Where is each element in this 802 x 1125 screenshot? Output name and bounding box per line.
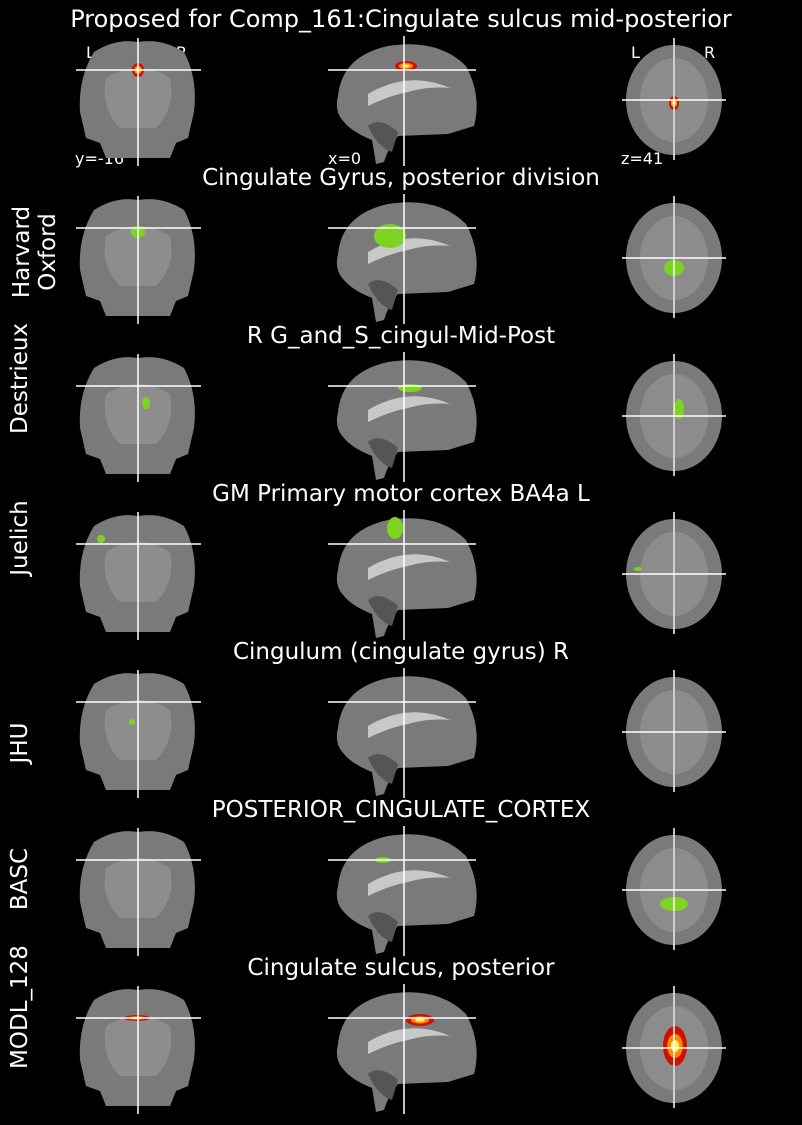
row-label-harvard-oxford: Harvard Oxford (9, 205, 61, 299)
row-title-jhu: Cingulum (cingulate gyrus) R (232, 639, 570, 665)
coronal-view (76, 670, 201, 798)
coronal-view (76, 196, 201, 324)
cerebellum (368, 1070, 398, 1100)
cerebellum (368, 912, 398, 942)
row-label-juelich: Juelich (7, 500, 33, 576)
row-label-basc: BASC (7, 847, 33, 911)
page-title: Proposed for Comp_161:Cingulate sulcus m… (70, 5, 732, 33)
sagittal-view (328, 194, 477, 324)
sagittal-view (328, 36, 477, 166)
overlay-blob-core-0 (670, 1040, 680, 1052)
row-title-juelich: GM Primary motor cortex BA4a L (212, 481, 590, 507)
row-title-harvard-oxford: Cingulate Gyrus, posterior division (202, 165, 600, 191)
row-label-destrieux: Destrieux (7, 322, 33, 434)
coronal-view (76, 512, 201, 640)
orientation-right-label-axial: R (704, 43, 716, 62)
corpus-callosum (368, 396, 450, 422)
row-label-modl: MODL_128 (7, 945, 33, 1069)
corpus-callosum (368, 870, 450, 896)
cerebellum (368, 754, 398, 784)
axial-view (622, 196, 726, 318)
row-title-basc: POSTERIOR_CINGULATE_CORTEX (211, 797, 591, 823)
sagittal-view (328, 984, 477, 1114)
orientation-left-label-axial: L (631, 43, 640, 62)
cerebellum (368, 438, 398, 468)
axial-view (622, 670, 726, 792)
sagittal-brain (336, 992, 477, 1112)
overlay-blob-0 (674, 399, 684, 419)
axial-view (622, 354, 726, 476)
coord-x-label: x=0 (328, 149, 362, 168)
overlay-blob-0 (129, 719, 135, 725)
overlay-blob-0 (398, 384, 422, 392)
overlay-blob-0 (142, 397, 150, 409)
overlay-blob-0 (374, 224, 406, 248)
coronal-view (76, 828, 201, 956)
axial-view (622, 512, 726, 634)
row-title-destrieux: R G_and_S_cingul-Mid-Post (246, 323, 556, 349)
axial-view (622, 38, 726, 160)
coord-z-label: z=41 (621, 149, 664, 168)
overlay-blob-core-0 (415, 1018, 425, 1022)
sagittal-brain (336, 834, 477, 954)
coronal-view (76, 38, 201, 166)
sagittal-brain (336, 518, 477, 638)
overlay-blob-0 (387, 517, 403, 539)
cerebellum (368, 596, 398, 626)
sagittal-brain (336, 360, 477, 480)
overlay-blob-0 (634, 567, 642, 571)
corpus-callosum (368, 554, 450, 580)
coronal-view (76, 986, 201, 1114)
sagittal-brain (336, 44, 477, 164)
corpus-callosum (368, 80, 450, 106)
row-title-modl: Cingulate sulcus, posterior (247, 955, 555, 981)
corpus-callosum (368, 712, 450, 738)
sagittal-brain (336, 202, 477, 322)
cerebellum (368, 280, 398, 310)
row-label-jhu: JHU (7, 722, 33, 764)
axial-view (622, 986, 726, 1108)
axial-view (622, 828, 726, 950)
sagittal-view (328, 826, 477, 956)
cerebellum (368, 122, 398, 152)
corpus-callosum (368, 1028, 450, 1054)
sagittal-view (328, 352, 477, 482)
orientation-left-label: L (86, 43, 95, 62)
sagittal-brain (336, 676, 477, 796)
sagittal-view (328, 668, 477, 798)
coronal-view (76, 354, 201, 482)
sagittal-view (328, 510, 477, 640)
overlay-blob-0 (97, 535, 105, 543)
